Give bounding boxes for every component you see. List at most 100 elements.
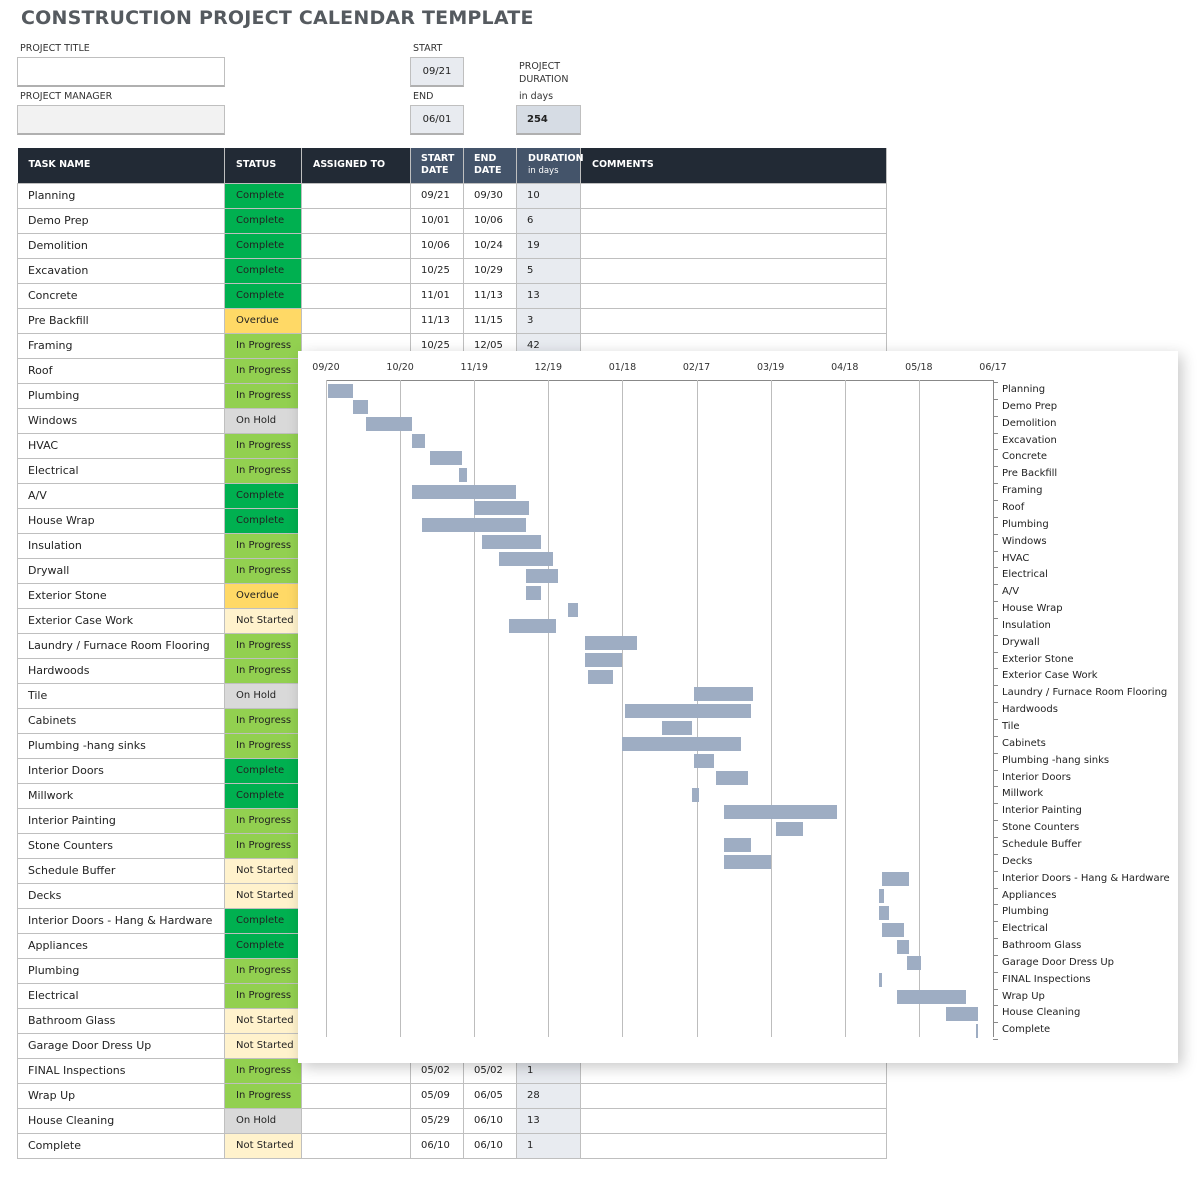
comments-cell[interactable] — [580, 232, 887, 259]
comments-cell[interactable] — [580, 182, 887, 209]
task-name-cell[interactable]: House Cleaning — [17, 1107, 225, 1134]
task-name-cell[interactable]: Laundry / Furnace Room Flooring — [17, 632, 225, 659]
task-name-cell[interactable]: Electrical — [17, 457, 225, 484]
task-name-cell[interactable]: Interior Painting — [17, 807, 225, 834]
project-manager-field[interactable] — [17, 105, 225, 135]
end-date-cell[interactable]: 06/05 — [463, 1082, 517, 1109]
status-cell[interactable]: In Progress — [224, 657, 302, 684]
start-date-field[interactable]: 09/21 — [410, 57, 464, 87]
status-cell[interactable]: Complete — [224, 757, 302, 784]
comments-cell[interactable] — [580, 257, 887, 284]
task-name-cell[interactable]: Concrete — [17, 282, 225, 309]
assigned-to-cell[interactable] — [301, 307, 411, 334]
end-date-cell[interactable]: 10/24 — [463, 232, 517, 259]
task-name-cell[interactable]: Decks — [17, 882, 225, 909]
comments-cell[interactable] — [580, 282, 887, 309]
status-cell[interactable]: On Hold — [224, 682, 302, 709]
comments-cell[interactable] — [580, 1082, 887, 1109]
task-name-cell[interactable]: FINAL Inspections — [17, 1057, 225, 1084]
task-name-cell[interactable]: Wrap Up — [17, 1082, 225, 1109]
status-cell[interactable]: Complete — [224, 232, 302, 259]
status-cell[interactable]: Complete — [224, 482, 302, 509]
task-name-cell[interactable]: Millwork — [17, 782, 225, 809]
assigned-to-cell[interactable] — [301, 207, 411, 234]
status-cell[interactable]: On Hold — [224, 407, 302, 434]
task-name-cell[interactable]: Insulation — [17, 532, 225, 559]
status-cell[interactable]: Complete — [224, 507, 302, 534]
task-name-cell[interactable]: Excavation — [17, 257, 225, 284]
status-cell[interactable]: In Progress — [224, 732, 302, 759]
assigned-to-cell[interactable] — [301, 282, 411, 309]
task-name-cell[interactable]: Demo Prep — [17, 207, 225, 234]
status-cell[interactable]: Overdue — [224, 582, 302, 609]
status-cell[interactable]: In Progress — [224, 557, 302, 584]
start-date-cell[interactable]: 10/25 — [410, 257, 464, 284]
start-date-cell[interactable]: 11/13 — [410, 307, 464, 334]
status-cell[interactable]: In Progress — [224, 457, 302, 484]
assigned-to-cell[interactable] — [301, 1107, 411, 1134]
task-name-cell[interactable]: Interior Doors — [17, 757, 225, 784]
status-cell[interactable]: Overdue — [224, 307, 302, 334]
assigned-to-cell[interactable] — [301, 1082, 411, 1109]
status-cell[interactable]: In Progress — [224, 707, 302, 734]
duration-cell[interactable]: 28 — [516, 1082, 581, 1109]
assigned-to-cell[interactable] — [301, 257, 411, 284]
start-date-cell[interactable]: 05/29 — [410, 1107, 464, 1134]
task-name-cell[interactable]: Tile — [17, 682, 225, 709]
status-cell[interactable]: Complete — [224, 282, 302, 309]
status-cell[interactable]: On Hold — [224, 1107, 302, 1134]
duration-cell[interactable]: 1 — [516, 1132, 581, 1159]
task-name-cell[interactable]: Garage Door Dress Up — [17, 1032, 225, 1059]
task-name-cell[interactable]: Roof — [17, 357, 225, 384]
start-date-cell[interactable]: 06/10 — [410, 1132, 464, 1159]
end-date-cell[interactable]: 10/29 — [463, 257, 517, 284]
start-date-cell[interactable]: 11/01 — [410, 282, 464, 309]
task-name-cell[interactable]: House Wrap — [17, 507, 225, 534]
task-name-cell[interactable]: Pre Backfill — [17, 307, 225, 334]
end-date-cell[interactable]: 11/15 — [463, 307, 517, 334]
task-name-cell[interactable]: Exterior Case Work — [17, 607, 225, 634]
end-date-cell[interactable]: 06/10 — [463, 1132, 517, 1159]
status-cell[interactable]: Complete — [224, 182, 302, 209]
duration-cell[interactable]: 3 — [516, 307, 581, 334]
duration-cell[interactable]: 5 — [516, 257, 581, 284]
status-cell[interactable]: In Progress — [224, 432, 302, 459]
status-cell[interactable]: In Progress — [224, 332, 302, 359]
task-name-cell[interactable]: Exterior Stone — [17, 582, 225, 609]
start-date-cell[interactable]: 09/21 — [410, 182, 464, 209]
status-cell[interactable]: Not Started — [224, 1032, 302, 1059]
task-name-cell[interactable]: Complete — [17, 1132, 225, 1159]
task-name-cell[interactable]: Planning — [17, 182, 225, 209]
assigned-to-cell[interactable] — [301, 182, 411, 209]
status-cell[interactable]: In Progress — [224, 632, 302, 659]
status-cell[interactable]: Not Started — [224, 607, 302, 634]
status-cell[interactable]: Complete — [224, 907, 302, 934]
comments-cell[interactable] — [580, 1132, 887, 1159]
start-date-cell[interactable]: 10/01 — [410, 207, 464, 234]
status-cell[interactable]: Not Started — [224, 1007, 302, 1034]
status-cell[interactable]: Complete — [224, 207, 302, 234]
status-cell[interactable]: In Progress — [224, 832, 302, 859]
status-cell[interactable]: In Progress — [224, 957, 302, 984]
task-name-cell[interactable]: Appliances — [17, 932, 225, 959]
end-date-cell[interactable]: 09/30 — [463, 182, 517, 209]
end-date-field[interactable]: 06/01 — [410, 105, 464, 135]
status-cell[interactable]: In Progress — [224, 357, 302, 384]
status-cell[interactable]: Complete — [224, 257, 302, 284]
status-cell[interactable]: In Progress — [224, 807, 302, 834]
status-cell[interactable]: In Progress — [224, 982, 302, 1009]
status-cell[interactable]: In Progress — [224, 1057, 302, 1084]
task-name-cell[interactable]: Windows — [17, 407, 225, 434]
status-cell[interactable]: Not Started — [224, 857, 302, 884]
comments-cell[interactable] — [580, 207, 887, 234]
status-cell[interactable]: Complete — [224, 932, 302, 959]
task-name-cell[interactable]: Framing — [17, 332, 225, 359]
task-name-cell[interactable]: Drywall — [17, 557, 225, 584]
task-name-cell[interactable]: A/V — [17, 482, 225, 509]
task-name-cell[interactable]: Interior Doors - Hang & Hardware — [17, 907, 225, 934]
duration-cell[interactable]: 10 — [516, 182, 581, 209]
task-name-cell[interactable]: HVAC — [17, 432, 225, 459]
status-cell[interactable]: Not Started — [224, 882, 302, 909]
assigned-to-cell[interactable] — [301, 1132, 411, 1159]
status-cell[interactable]: Not Started — [224, 1132, 302, 1159]
